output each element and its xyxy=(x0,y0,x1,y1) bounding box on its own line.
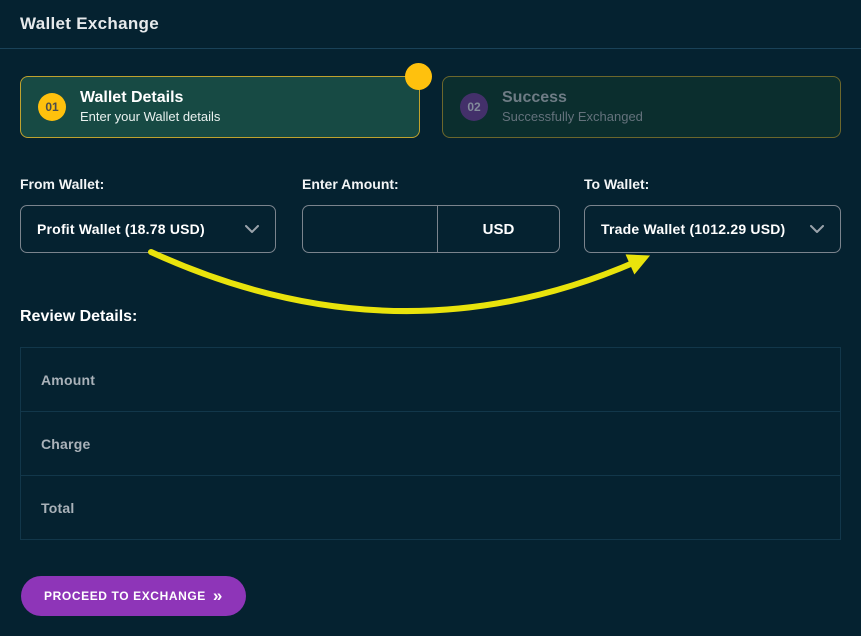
row-label: Charge xyxy=(41,435,91,452)
table-row-charge: Charge xyxy=(21,412,840,476)
from-wallet-select[interactable]: Profit Wallet (18.78 USD) xyxy=(20,205,276,253)
step-2-number-badge: 02 xyxy=(460,93,488,121)
proceed-button-label: PROCEED TO EXCHANGE xyxy=(44,589,206,603)
to-wallet-select[interactable]: Trade Wallet (1012.29 USD) xyxy=(584,205,841,253)
step-1-subtitle: Enter your Wallet details xyxy=(80,109,221,125)
page-title: Wallet Exchange xyxy=(20,14,159,33)
yellow-dot-icon xyxy=(405,63,432,90)
double-chevron-right-icon: » xyxy=(212,585,223,605)
enter-amount-label: Enter Amount: xyxy=(302,176,399,192)
from-wallet-label: From Wallet: xyxy=(20,176,105,192)
review-details-heading: Review Details: xyxy=(20,308,138,325)
currency-addon: USD xyxy=(482,220,515,238)
page-header: Wallet Exchange xyxy=(0,0,861,49)
to-wallet-selected-value: Trade Wallet (1012.29 USD) xyxy=(601,221,786,237)
step-card-wallet-details[interactable]: 01 Wallet Details Enter your Wallet deta… xyxy=(20,63,432,138)
row-label: Total xyxy=(41,499,75,516)
amount-input-group: USD xyxy=(302,205,560,253)
table-row-amount: Amount xyxy=(21,348,840,412)
table-row-total: Total xyxy=(21,476,840,539)
chevron-down-icon xyxy=(810,225,824,233)
step-card-success: 02 Success Successfully Exchanged xyxy=(442,76,841,138)
step-1-text: Wallet Details Enter your Wallet details xyxy=(80,88,220,126)
row-label: Amount xyxy=(41,371,96,388)
amount-input[interactable] xyxy=(303,206,438,252)
step-2-subtitle: Successfully Exchanged xyxy=(502,109,643,125)
step-1-title: Wallet Details xyxy=(80,88,184,106)
proceed-to-exchange-button[interactable]: PROCEED TO EXCHANGE » xyxy=(21,576,246,616)
step-2-title: Success xyxy=(502,88,567,106)
to-wallet-label: To Wallet: xyxy=(584,176,650,192)
review-table: Amount Charge Total xyxy=(20,347,841,540)
from-wallet-selected-value: Profit Wallet (18.78 USD) xyxy=(37,221,205,237)
step-1-number-badge: 01 xyxy=(38,93,66,121)
step-2-text: Success Successfully Exchanged xyxy=(502,88,643,126)
chevron-down-icon xyxy=(245,225,259,233)
